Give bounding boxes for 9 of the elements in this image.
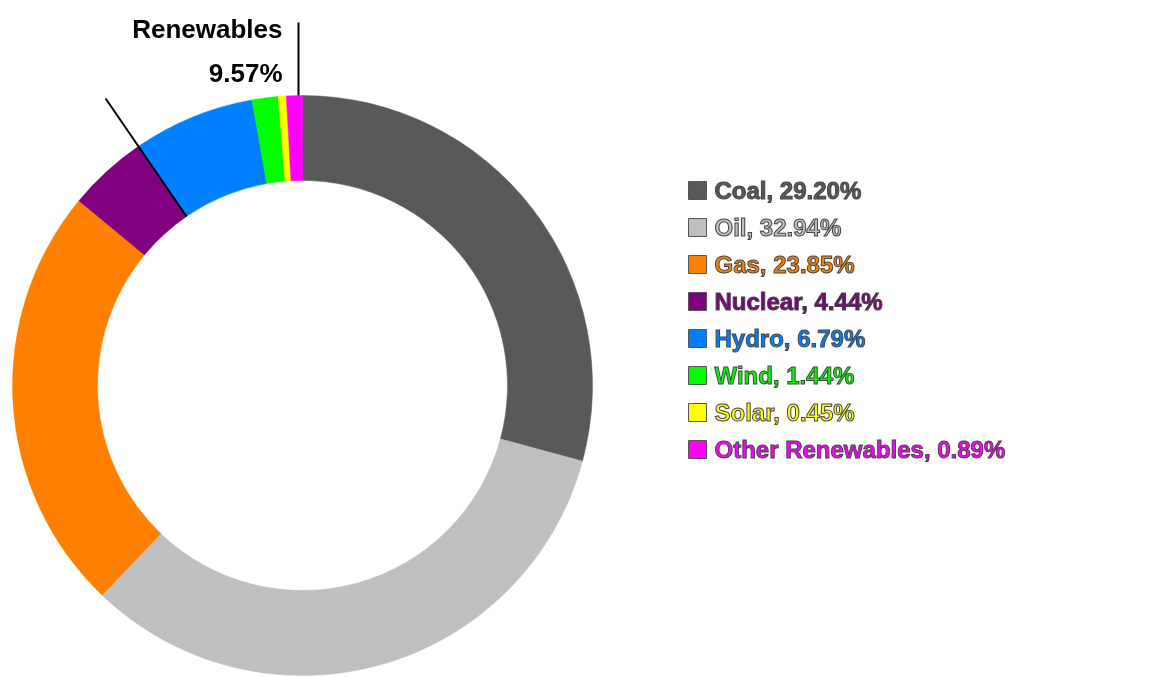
- legend-label: Oil, 32.94%: [714, 214, 842, 241]
- legend-label: Gas, 23.85%: [714, 251, 855, 278]
- legend-label: Hydro, 6.79%: [714, 325, 866, 352]
- legend-label: Wind, 1.44%: [714, 362, 855, 389]
- legend-label: Solar, 0.45%: [714, 399, 855, 426]
- legend-label: Coal, 29.20%: [714, 177, 862, 204]
- legend-label: Nuclear, 4.44%: [714, 288, 883, 315]
- legend-label: Other Renewables, 0.89%: [714, 436, 1006, 463]
- text: Renewables 9.57%: [132, 13, 283, 88]
